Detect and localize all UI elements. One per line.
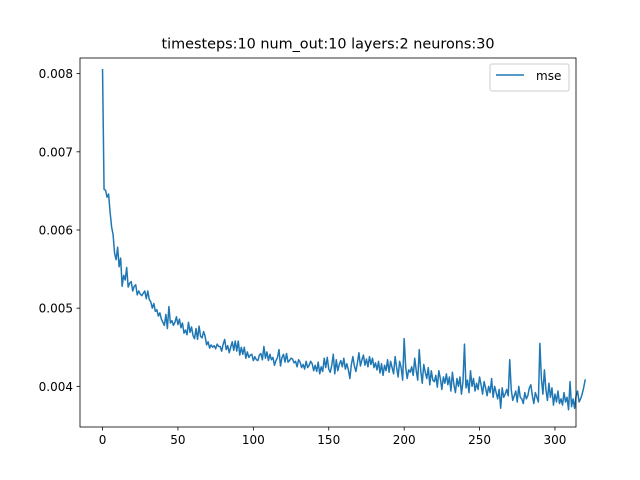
x-tick-label: 300 [544, 433, 567, 447]
y-tick-label: 0.004 [39, 380, 73, 394]
legend-label-mse: mse [536, 69, 561, 83]
chart-title: timesteps:10 num_out:10 layers:2 neurons… [161, 37, 494, 53]
x-tick-label: 250 [468, 433, 491, 447]
x-axis-ticks: 0 50 100 150 200 250 300 [99, 427, 567, 447]
legend-box [489, 63, 570, 92]
y-tick-label: 0.007 [39, 145, 73, 159]
y-tick-label: 0.005 [39, 302, 73, 316]
y-tick-label: 0.006 [39, 223, 73, 237]
y-axis-ticks: 0.004 0.005 0.006 0.007 0.008 [39, 67, 80, 394]
x-tick-label: 50 [170, 433, 185, 447]
series-line-mse [101, 68, 586, 411]
plot-area [101, 68, 586, 411]
x-tick-label: 150 [317, 433, 340, 447]
plot-frame [79, 57, 577, 428]
legend: mse [489, 63, 570, 92]
y-tick-label: 0.008 [39, 67, 73, 81]
x-tick-label: 0 [99, 433, 107, 447]
x-tick-label: 100 [242, 433, 265, 447]
x-tick-label: 200 [393, 433, 416, 447]
